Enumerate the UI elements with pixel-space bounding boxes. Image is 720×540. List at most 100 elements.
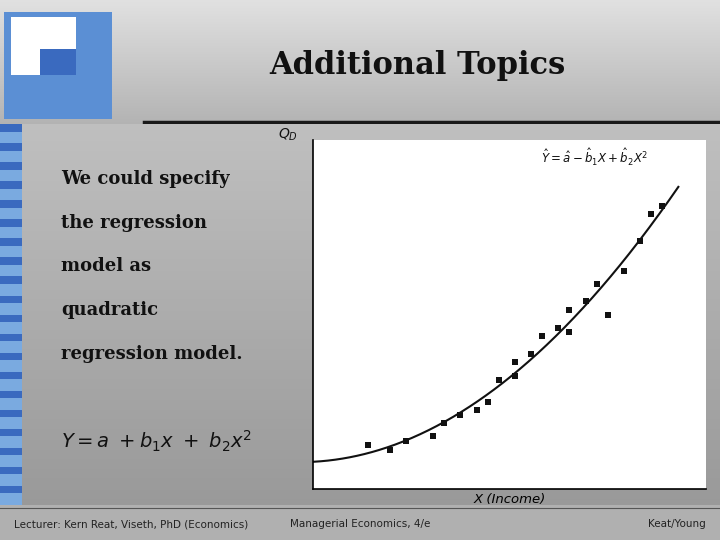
X-axis label: X (Income): X (Income) — [473, 493, 546, 506]
Bar — [0, 75, 720, 76]
Bar — [0, 128, 720, 130]
Bar — [0, 322, 22, 334]
Bar — [0, 356, 720, 359]
Bar — [0, 21, 720, 22]
Bar — [0, 210, 720, 212]
Bar — [0, 11, 720, 12]
Bar — [0, 265, 720, 267]
Bar — [0, 341, 22, 353]
Bar — [0, 436, 720, 438]
Bar — [0, 103, 720, 104]
Point — [564, 306, 575, 314]
Bar — [0, 370, 720, 372]
Bar — [0, 97, 720, 98]
Bar — [0, 457, 720, 459]
Bar — [0, 366, 720, 368]
Point — [509, 358, 521, 367]
Bar — [0, 469, 720, 471]
Bar — [0, 417, 720, 419]
Text: model as: model as — [61, 258, 151, 275]
Bar — [0, 491, 720, 494]
Bar — [11, 17, 76, 75]
Bar — [0, 408, 720, 410]
Bar — [0, 265, 22, 276]
Bar — [0, 274, 720, 276]
Bar — [0, 284, 720, 286]
Bar — [0, 69, 720, 70]
Bar — [0, 310, 720, 313]
Bar — [0, 33, 720, 34]
Bar — [0, 488, 720, 490]
Bar — [0, 70, 720, 71]
Bar — [0, 276, 22, 284]
Bar — [0, 214, 720, 215]
Bar — [0, 484, 720, 486]
Bar — [0, 134, 720, 136]
Bar — [0, 185, 720, 187]
Bar — [0, 438, 720, 440]
Bar — [0, 372, 22, 379]
Bar — [0, 399, 720, 400]
Bar — [0, 87, 720, 88]
Bar — [0, 362, 720, 364]
Bar — [0, 353, 720, 355]
Bar — [0, 54, 720, 55]
Text: $Y = a\ +b_1x\ +\ b_2x^2$: $Y = a\ +b_1x\ +\ b_2x^2$ — [61, 429, 252, 454]
Point — [553, 323, 564, 332]
Bar — [0, 227, 720, 229]
Bar — [0, 124, 22, 132]
Bar — [0, 399, 22, 410]
Bar — [0, 490, 720, 491]
Bar — [0, 194, 720, 197]
Bar — [0, 52, 720, 53]
Bar — [0, 448, 22, 455]
Bar — [0, 143, 720, 145]
Bar — [0, 360, 22, 372]
Bar — [0, 147, 720, 149]
Bar — [0, 158, 720, 160]
Bar — [0, 359, 720, 360]
Bar — [0, 414, 720, 415]
Bar — [0, 191, 720, 193]
Text: Lecturer: Kern Reat, Viseth, PhD (Economics): Lecturer: Kern Reat, Viseth, PhD (Econom… — [14, 519, 248, 529]
Bar — [0, 451, 720, 454]
Bar — [0, 143, 22, 151]
Bar — [0, 136, 720, 138]
Bar — [0, 347, 720, 349]
Bar — [0, 162, 22, 170]
Bar — [0, 202, 720, 204]
Bar — [0, 465, 720, 467]
Bar — [0, 271, 720, 273]
Bar — [0, 187, 720, 189]
Bar — [0, 215, 720, 218]
Bar — [0, 166, 720, 168]
Bar — [0, 14, 720, 15]
Bar — [0, 55, 720, 56]
Bar — [0, 244, 720, 246]
Bar — [0, 421, 720, 423]
Point — [362, 441, 374, 449]
Bar — [0, 178, 720, 179]
Bar — [0, 393, 720, 395]
Bar — [0, 273, 720, 274]
Bar — [0, 193, 720, 194]
Bar — [0, 111, 720, 112]
Bar — [0, 149, 720, 151]
Bar — [0, 429, 22, 436]
Bar — [0, 73, 720, 74]
Bar — [0, 44, 720, 45]
Point — [618, 267, 629, 275]
Bar — [0, 223, 720, 225]
Point — [656, 201, 667, 210]
Bar — [0, 208, 720, 210]
Bar — [0, 139, 720, 141]
Bar — [0, 174, 720, 176]
Bar — [0, 221, 720, 223]
Bar — [0, 410, 22, 417]
Bar — [0, 132, 720, 134]
Bar — [0, 89, 720, 90]
Bar — [0, 303, 720, 305]
Bar — [0, 181, 720, 183]
Bar — [0, 151, 22, 162]
Bar — [0, 389, 720, 391]
